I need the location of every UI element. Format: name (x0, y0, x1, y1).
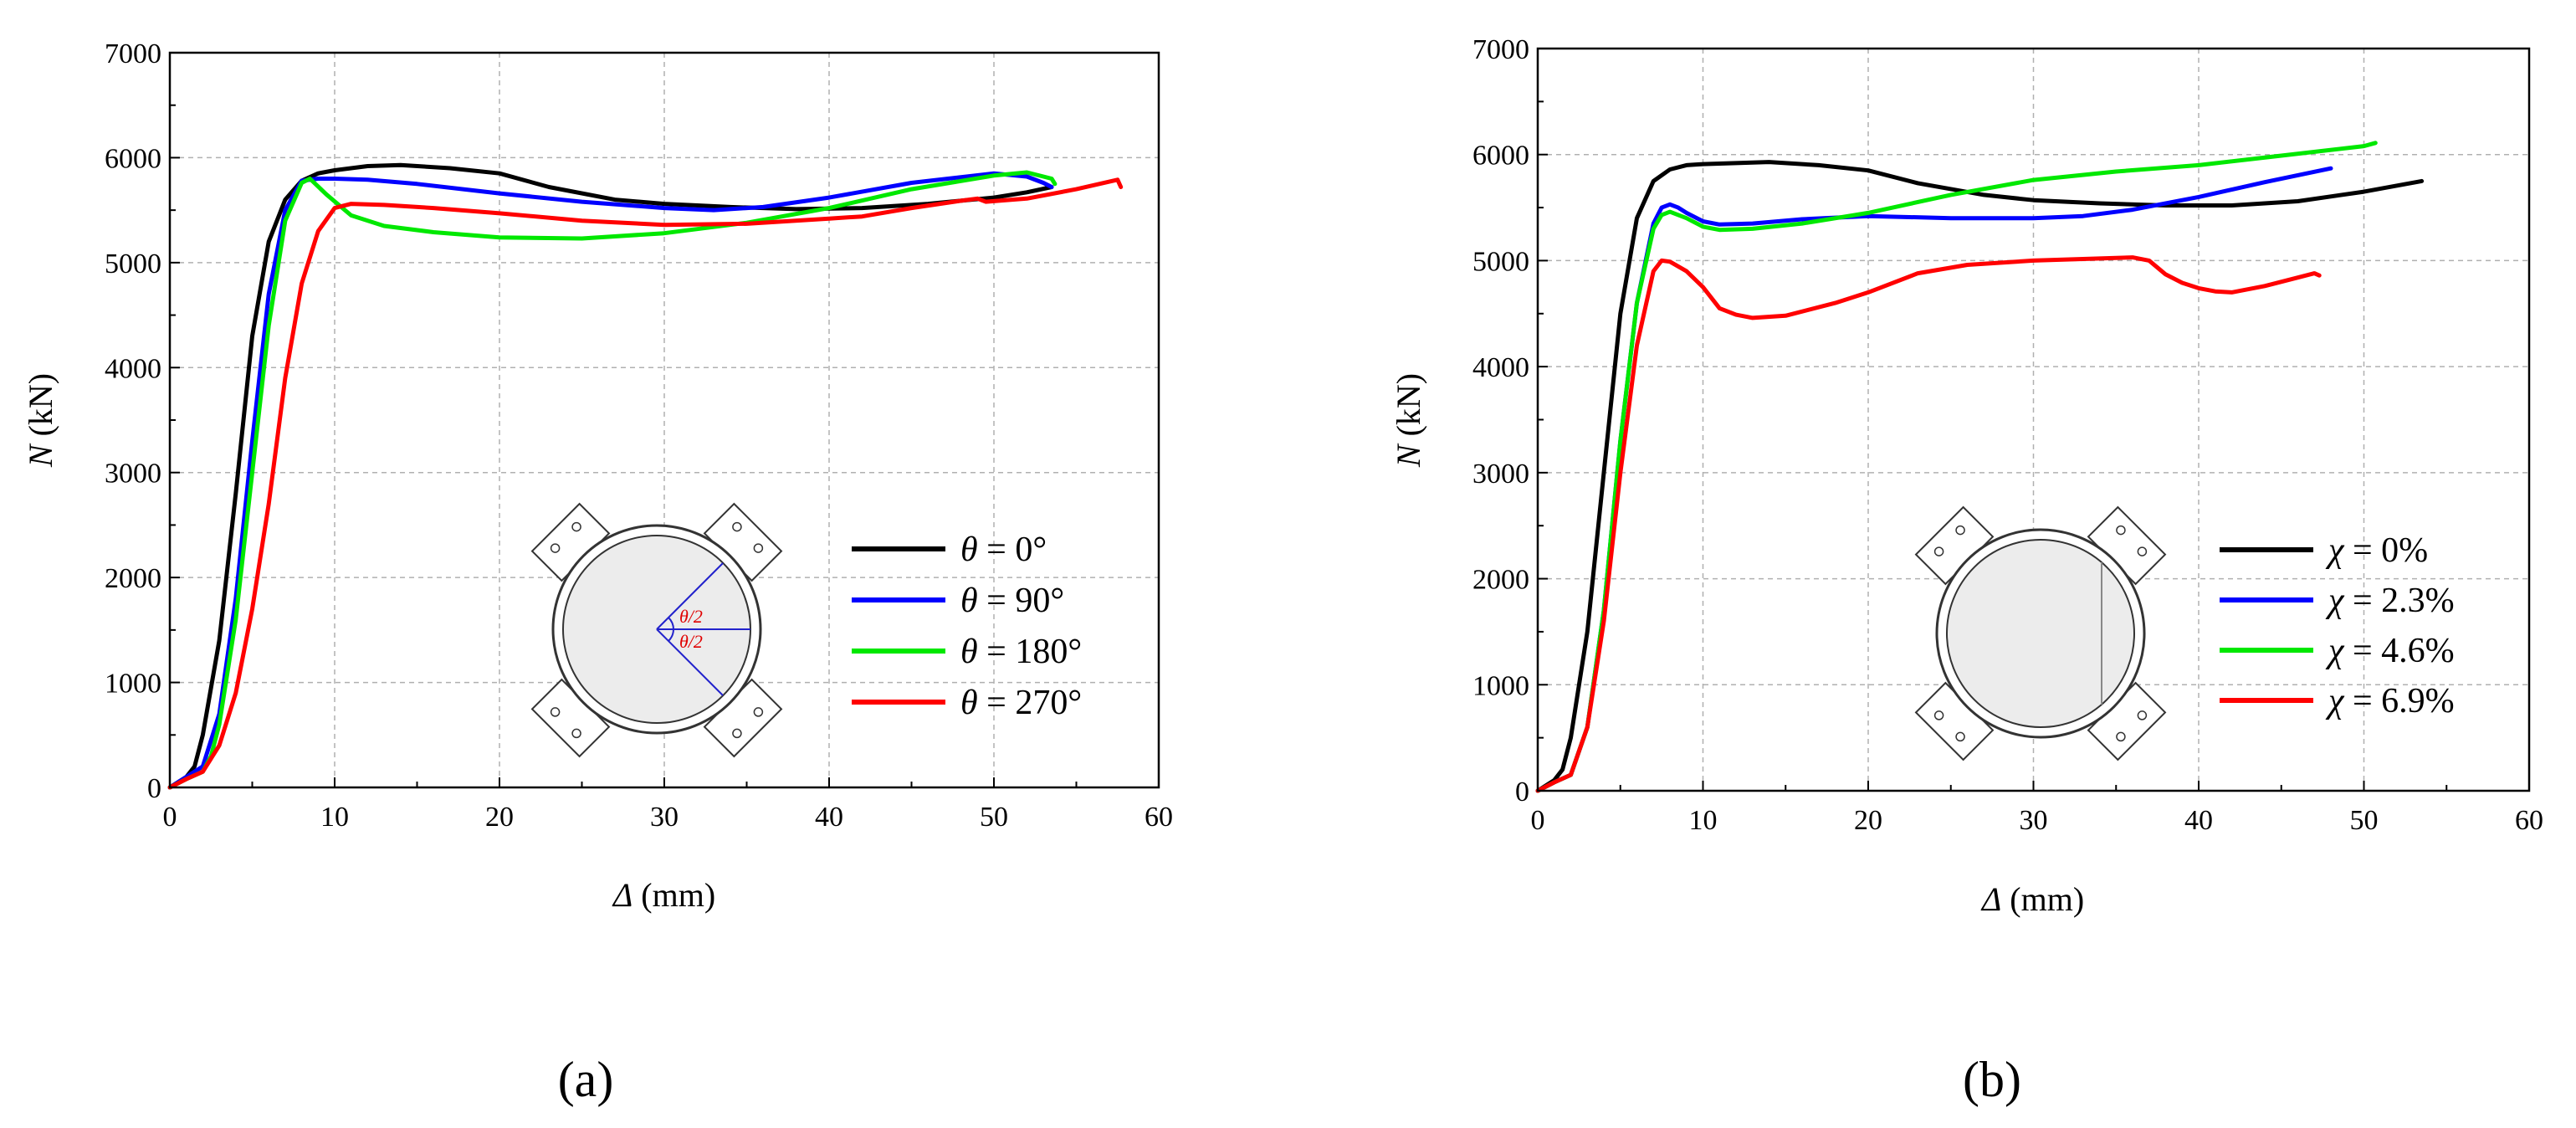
y-tick-label: 7000 (105, 38, 161, 69)
angle-line-lower (656, 628, 724, 696)
y-tick-labels-b: 0 1000 2000 3000 4000 5000 6000 7000 (1472, 34, 1529, 808)
x-tick-label: 10 (1689, 805, 1718, 836)
x-tick-label: 0 (1531, 805, 1545, 836)
series-line-a-1 (167, 171, 1054, 790)
legend-label: θ = 270° (960, 684, 1082, 722)
legend-label: χ = 6.9% (2325, 682, 2455, 720)
x-tick-label: 10 (320, 802, 349, 833)
x-tick-label: 20 (485, 802, 514, 833)
y-tick-label: 7000 (1472, 34, 1529, 65)
y-tick-label: 0 (147, 773, 161, 804)
y-tick-label: 5000 (105, 249, 161, 279)
y-tick-label: 5000 (1472, 246, 1529, 277)
series-line-a-3 (167, 177, 1124, 790)
y-axis-label-b: N (kN) (1390, 373, 1427, 468)
series-group-a (167, 162, 1124, 790)
y-tick-label: 6000 (1472, 141, 1529, 172)
x-tick-label: 40 (2184, 805, 2213, 836)
chart-panel-b: 0 10 20 30 40 50 60 0 1000 2000 3000 4000 5000 6000 7… (1390, 34, 2543, 1107)
x-tick-label: 50 (2350, 805, 2379, 836)
y-tick-label: 1000 (1472, 670, 1529, 701)
y-tick-label: 0 (1515, 777, 1529, 808)
y-tick-label: 1000 (105, 669, 161, 700)
x-tick-label: 30 (650, 802, 679, 833)
y-tick-label: 3000 (1472, 459, 1529, 490)
legend-label: χ = 4.6% (2325, 632, 2455, 670)
angle-label-lower: θ/2 (679, 631, 703, 652)
angle-line-upper (656, 562, 724, 630)
y-tick-label: 4000 (1472, 352, 1529, 383)
legend-a: θ = 0° θ = 90° θ = 180° θ = 270° (852, 531, 1082, 722)
series-line-a-2 (167, 170, 1058, 790)
y-tick-label: 2000 (105, 563, 161, 594)
legend-label: θ = 90° (960, 582, 1064, 620)
x-axis-label-a: Δ (mm) (612, 876, 715, 914)
panel-label-a: (a) (558, 1052, 614, 1107)
legend-label: θ = 0° (960, 531, 1047, 569)
ticks-a (169, 52, 1160, 788)
x-axis-label-b: Δ (mm) (1980, 880, 2084, 918)
x-tick-label: 60 (1145, 802, 1173, 833)
series-line-b-3 (1535, 255, 2322, 793)
x-tick-label: 0 (163, 802, 177, 833)
panel-label-b: (b) (1963, 1052, 2021, 1107)
legend-label: χ = 2.3% (2325, 582, 2455, 620)
angle-arc-lower (668, 628, 674, 642)
x-tick-labels-a: 0 10 20 30 40 50 60 (163, 802, 1174, 833)
x-tick-label: 30 (2020, 805, 2048, 836)
legend-b: χ = 0% χ = 2.3% χ = 4.6% χ = 6.9% (2220, 531, 2455, 720)
connector-plate-icon (2087, 505, 2167, 586)
x-tick-label: 20 (1854, 805, 1882, 836)
y-tick-label: 3000 (105, 459, 161, 490)
concrete-core (1946, 539, 2135, 728)
chart-panel-a: 0 10 20 30 40 50 60 0 1000 2000 3000 4000 5000 6000 7… (22, 38, 1173, 1107)
x-tick-label: 60 (2515, 805, 2543, 836)
y-tick-label: 2000 (1472, 565, 1529, 596)
series-line-a-0 (167, 162, 1054, 790)
angle-arc-upper (668, 617, 674, 630)
y-tick-label: 6000 (105, 143, 161, 174)
x-tick-label: 50 (980, 802, 1008, 833)
cross-section-inset-a: θ/2 θ/2 (530, 502, 783, 758)
y-axis-label-a: N (kN) (22, 373, 59, 468)
legend-label: χ = 0% (2325, 531, 2428, 570)
x-tick-labels-b: 0 10 20 30 40 50 60 (1531, 805, 2544, 836)
legend-label: θ = 180° (960, 633, 1082, 671)
y-tick-labels-a: 0 1000 2000 3000 4000 5000 6000 7000 (105, 38, 161, 804)
grid-a (170, 53, 1159, 787)
x-tick-label: 40 (815, 802, 843, 833)
y-tick-label: 4000 (105, 353, 161, 384)
angle-label-upper: θ/2 (679, 606, 703, 627)
series-group-b (1535, 141, 2425, 793)
ticks-b (1537, 48, 2530, 792)
cross-section-inset-b (1914, 505, 2167, 761)
